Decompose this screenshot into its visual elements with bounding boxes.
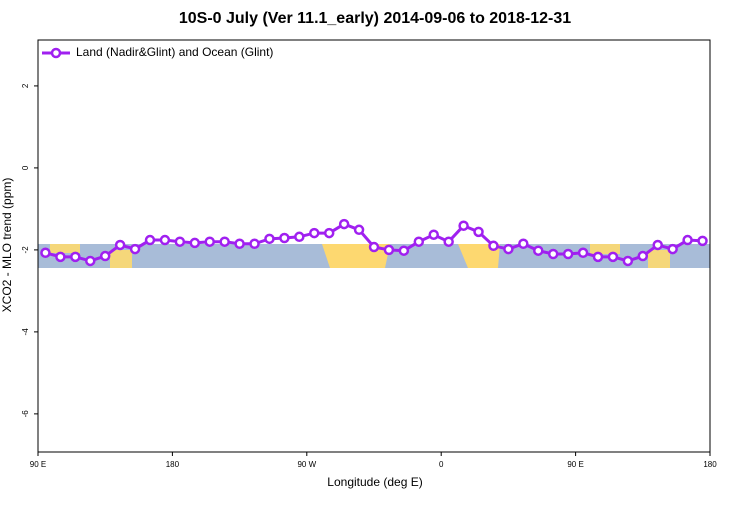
data-point	[458, 220, 469, 231]
data-point	[682, 234, 693, 246]
data-point	[70, 251, 81, 263]
data-point	[383, 244, 395, 256]
data-point	[592, 251, 604, 263]
data-point	[652, 239, 663, 251]
data-point	[309, 227, 320, 239]
data-point	[533, 245, 544, 256]
data-point	[40, 247, 51, 259]
data-point	[159, 234, 171, 246]
y-tick-label: -2	[21, 246, 30, 254]
data-point	[174, 236, 186, 247]
legend-marker	[50, 47, 62, 59]
x-tick-label: 90 E	[567, 460, 583, 469]
data-point	[562, 248, 574, 260]
x-tick-label: 0	[439, 460, 444, 469]
data-point	[234, 238, 245, 249]
data-point	[622, 255, 634, 267]
data-point	[697, 235, 708, 247]
data-point	[204, 236, 215, 247]
data-point	[607, 251, 619, 263]
x-tick-label: 90 W	[297, 460, 316, 469]
data-point	[338, 218, 350, 230]
data-point	[279, 232, 290, 244]
data-point	[219, 236, 230, 247]
data-point	[368, 241, 380, 253]
y-tick-label: -4	[21, 328, 30, 336]
data-point	[323, 227, 335, 239]
data-point	[473, 226, 484, 238]
x-tick-label: 180	[703, 460, 717, 469]
chart-title: 10S-0 July (Ver 11.1_early) 2014-09-06 t…	[179, 10, 571, 27]
data-point	[249, 238, 260, 249]
data-point	[85, 255, 96, 267]
plot-frame	[37, 39, 711, 453]
data-point	[547, 248, 559, 260]
legend-label: Land (Nadir&Glint) and Ocean (Glint)	[76, 45, 273, 59]
y-tick-label: 2	[21, 83, 30, 88]
data-point	[55, 251, 66, 263]
data-point	[189, 237, 201, 249]
data-point	[129, 243, 141, 255]
data-point	[114, 239, 126, 251]
data-point	[518, 238, 529, 249]
data-point	[577, 247, 589, 259]
x-axis-label: Longitude (deg E)	[327, 475, 422, 489]
x-tick-label: 90 E	[30, 460, 46, 469]
data-point	[144, 234, 156, 246]
data-point	[99, 250, 111, 262]
data-point	[488, 240, 499, 252]
data-point	[443, 236, 454, 247]
y-tick-label: -6	[21, 410, 30, 418]
x-tick-label: 180	[166, 460, 180, 469]
data-point	[294, 231, 305, 243]
data-point	[667, 243, 678, 255]
data-point	[264, 233, 275, 245]
data-point	[413, 236, 425, 247]
data-point	[353, 224, 365, 236]
data-point	[428, 229, 439, 240]
y-axis-label: XCO2 - MLO trend (ppm)	[0, 178, 14, 313]
data-point	[503, 243, 514, 255]
y-tick-label: 0	[21, 165, 30, 170]
data-point	[398, 245, 410, 256]
data-point	[637, 250, 649, 262]
